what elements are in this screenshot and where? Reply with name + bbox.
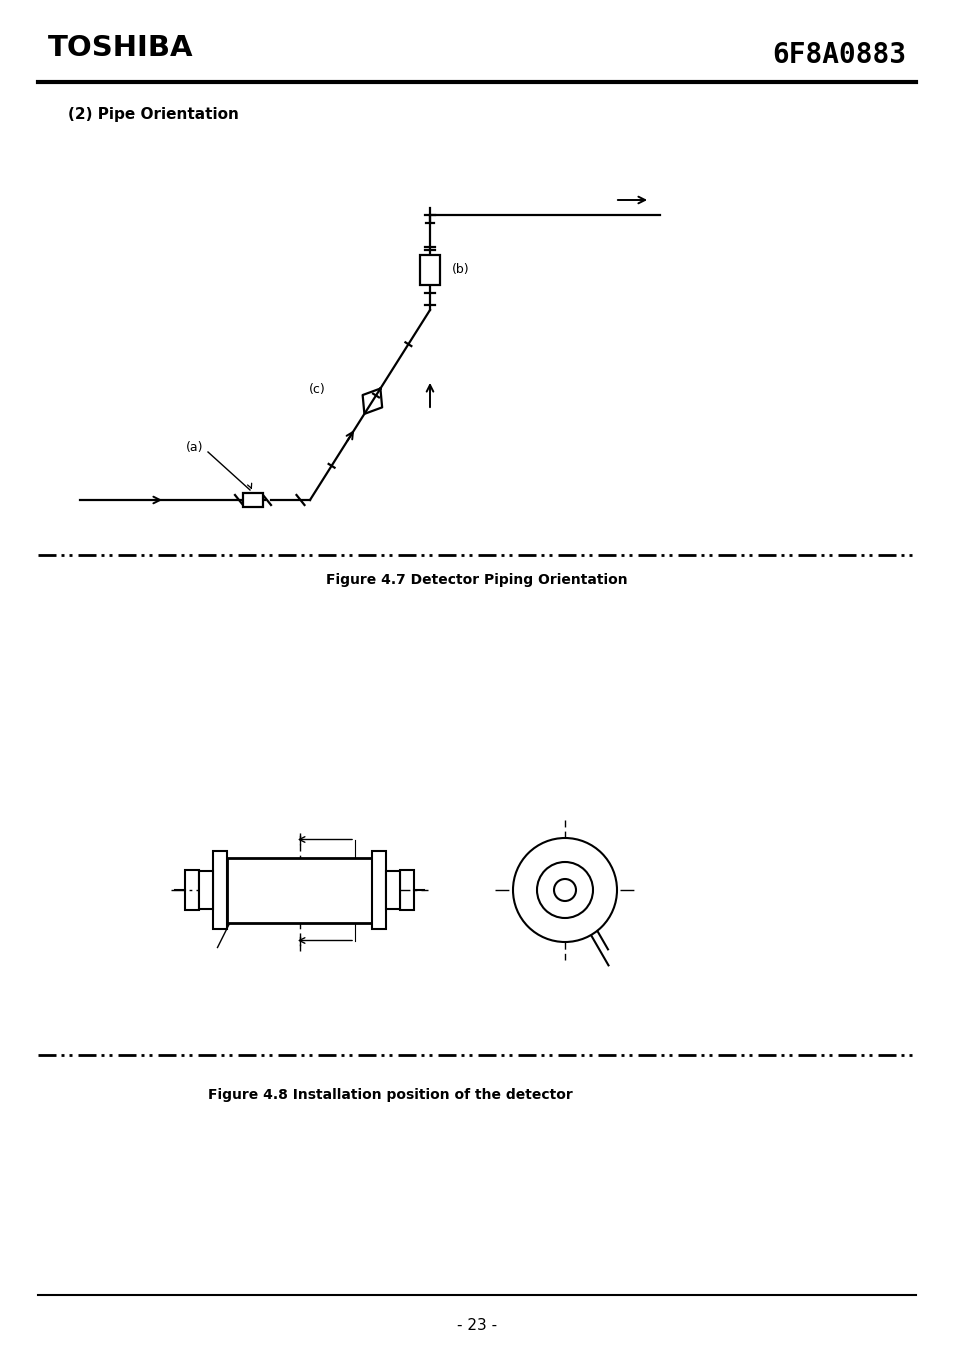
Bar bbox=[185, 869, 199, 910]
Circle shape bbox=[554, 879, 576, 900]
Text: (c): (c) bbox=[309, 382, 325, 396]
Bar bbox=[199, 871, 213, 909]
Text: Figure 4.7 Detector Piping Orientation: Figure 4.7 Detector Piping Orientation bbox=[326, 572, 627, 587]
Bar bbox=[227, 857, 372, 922]
Circle shape bbox=[513, 838, 617, 942]
Text: TOSHIBA: TOSHIBA bbox=[48, 34, 193, 62]
Text: 6F8A0883: 6F8A0883 bbox=[771, 40, 905, 69]
Bar bbox=[243, 493, 263, 508]
Text: (a): (a) bbox=[186, 441, 204, 455]
Text: (b): (b) bbox=[452, 263, 469, 277]
Text: (2) Pipe Orientation: (2) Pipe Orientation bbox=[68, 108, 238, 123]
Bar bbox=[213, 850, 227, 929]
Circle shape bbox=[537, 863, 593, 918]
Bar bbox=[419, 255, 439, 285]
Text: Figure 4.8 Installation position of the detector: Figure 4.8 Installation position of the … bbox=[208, 1088, 572, 1102]
Bar bbox=[386, 871, 400, 909]
Text: - 23 -: - 23 - bbox=[456, 1318, 497, 1332]
Bar bbox=[400, 869, 414, 910]
Bar bbox=[372, 850, 386, 929]
